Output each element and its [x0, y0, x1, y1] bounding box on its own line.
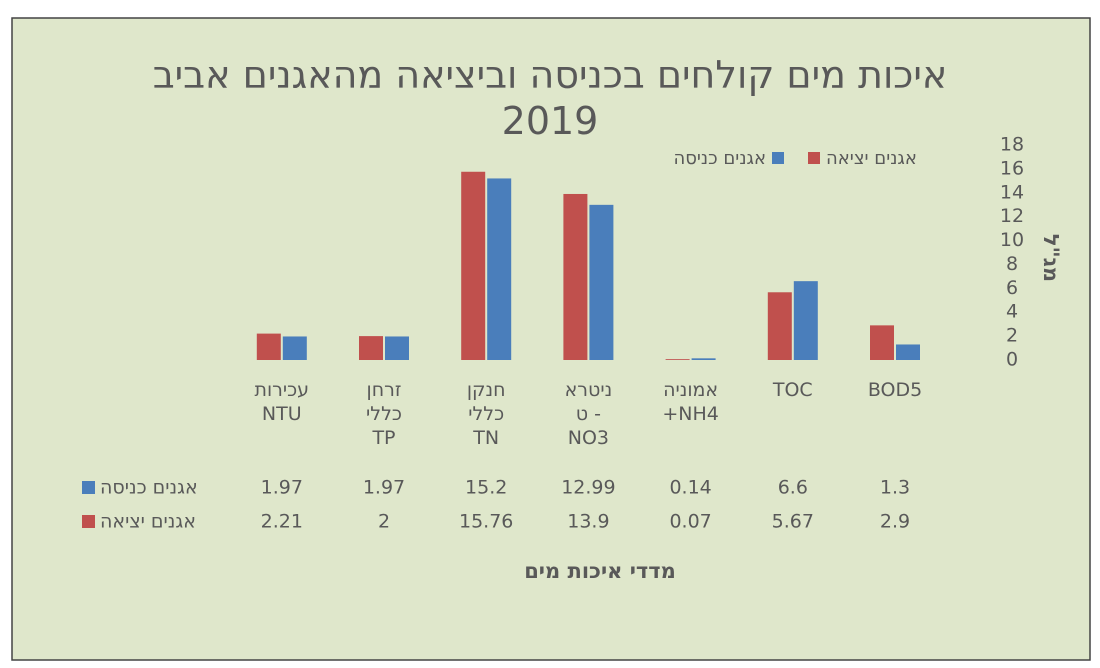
x-tick-label: חנקן כללי TN — [466, 379, 506, 449]
table-value: 6.6 — [778, 477, 808, 499]
chart-area — [11, 17, 1091, 661]
table-value: 12.99 — [561, 477, 615, 499]
table-swatch — [82, 515, 95, 528]
x-tick-label: אמוניה NH4+ — [662, 379, 719, 425]
table-swatch — [82, 481, 95, 494]
bar — [896, 344, 920, 360]
bar — [256, 333, 281, 360]
y-tick-label: 6 — [1006, 277, 1018, 299]
bar — [691, 358, 716, 360]
y-tick-label: 4 — [1006, 301, 1018, 323]
table-value: 2.9 — [880, 511, 910, 533]
bar — [589, 204, 614, 360]
y-tick-label: 18 — [1000, 134, 1024, 156]
bar — [793, 281, 818, 360]
legend-swatch — [808, 152, 820, 164]
table-value: 1.3 — [880, 477, 910, 499]
table-value: 5.67 — [772, 511, 814, 533]
x-tick-label: ניטרא - ט NO3 — [564, 379, 613, 449]
x-tick-label: עכירות NTU — [254, 379, 310, 425]
table-row-label: אגנים יציאה — [100, 511, 196, 533]
y-tick-label: 0 — [1006, 349, 1018, 371]
table-value: 1.97 — [363, 477, 405, 499]
bar — [282, 336, 307, 360]
y-tick-label: 12 — [1000, 205, 1024, 227]
x-axis-label: מדדי איכות מים — [524, 559, 676, 583]
table-value: 0.07 — [669, 511, 711, 533]
bar — [359, 336, 383, 360]
legend-label: אגנים יציאה — [826, 148, 917, 169]
legend-swatch — [772, 152, 784, 164]
table-value: 15.2 — [465, 477, 507, 499]
table-value: 15.76 — [459, 511, 513, 533]
y-tick-label: 2 — [1006, 325, 1018, 347]
table-row-label: אגנים כניסה — [100, 477, 198, 499]
y-tick-label: 14 — [1000, 181, 1024, 203]
y-tick-label: 8 — [1006, 253, 1018, 275]
bar — [385, 336, 409, 360]
y-tick-label: 16 — [1000, 157, 1024, 179]
table-value: 1.97 — [261, 477, 303, 499]
legend-label: אגנים כניסה — [673, 148, 766, 169]
x-tick-label: TOC — [772, 379, 813, 401]
table-value: 2.21 — [261, 511, 303, 533]
bar — [487, 178, 512, 360]
bar — [665, 359, 690, 360]
table-value: 2 — [378, 511, 390, 533]
y-axis-label: מג"ל — [1039, 234, 1063, 282]
x-tick-label: BOD5 — [867, 379, 923, 401]
table-value: 13.9 — [567, 511, 609, 533]
x-tick-label: זרחן כללי TP — [366, 379, 402, 449]
bar — [563, 193, 588, 360]
bar — [461, 171, 486, 360]
bar — [767, 292, 792, 360]
table-value: 0.14 — [669, 477, 711, 499]
chart-title: איכות מים קולחים בכניסה וביציאה מהאגנים … — [152, 53, 948, 143]
bar — [870, 325, 894, 360]
y-tick-label: 10 — [1000, 229, 1024, 251]
